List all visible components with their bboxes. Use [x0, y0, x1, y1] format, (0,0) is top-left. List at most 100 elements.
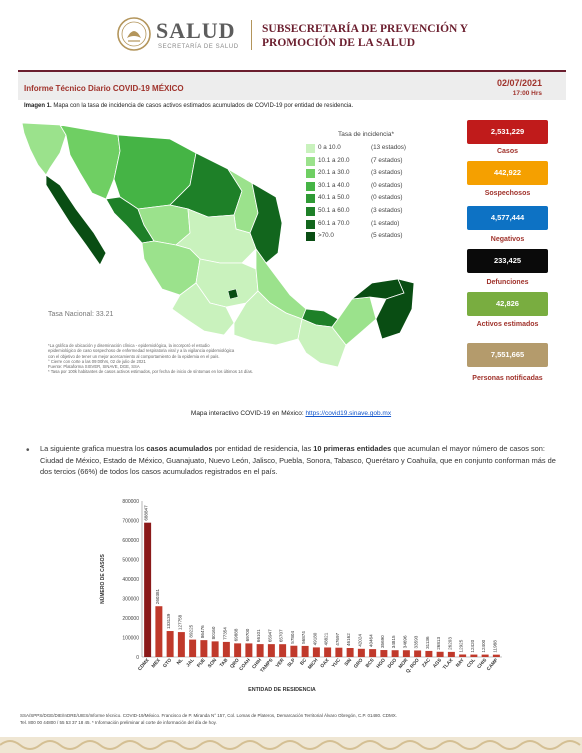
bar-value-label: 12420	[470, 639, 475, 652]
bar-value-label: 12925	[459, 639, 464, 652]
subsecretaria-title: SUBSECRETARÍA DE PREVENCIÓN Y PROMOCIÓN …	[262, 22, 542, 50]
bar-mor	[402, 650, 410, 657]
legend-swatch	[306, 232, 315, 242]
mexico-incidence-map	[21, 122, 415, 368]
footer-line-2: Tel. 800 00 44800 / 55 53 37 18 45. * In…	[20, 720, 217, 725]
bar-sin	[346, 647, 354, 657]
legend-range: 20.1 a 30.0	[318, 169, 350, 177]
salud-logo: SALUD SECRETARÍA DE SALUD	[116, 16, 246, 56]
subsecretaria-line-2: PROMOCIÓN DE LA SALUD	[262, 37, 416, 49]
legend-swatch	[306, 194, 315, 204]
bar-qroo	[414, 650, 422, 657]
legend-swatch	[306, 144, 315, 153]
x-tick-label: SLP	[286, 657, 297, 669]
y-tick-label: 300000	[122, 597, 139, 603]
header-divider	[251, 20, 252, 50]
legend-range: 40.1 a 50.0	[318, 194, 350, 202]
x-tick-label: TAB	[219, 657, 230, 669]
bar-value-label: 260381	[155, 588, 160, 604]
x-tick-label: MICH	[307, 657, 320, 671]
x-tick-label: SON	[207, 657, 219, 669]
bar-value-label: 26203	[447, 637, 452, 650]
x-tick-label: BC	[299, 657, 308, 667]
bar-value-label: 47697	[335, 632, 340, 645]
report-title-band	[18, 72, 566, 100]
bar-jal	[189, 639, 197, 657]
bar-nl	[177, 632, 185, 657]
x-tick-label: TAMPS	[259, 657, 275, 674]
legend-range: 10.1 a 20.0	[318, 156, 350, 164]
legend-row: >70.0 (5 estados)	[306, 231, 426, 244]
legend-swatch	[306, 156, 315, 166]
map-notes: *La gráfica de ubicación y diseminación …	[48, 343, 368, 375]
stat-casos-box: 2,531,229	[467, 120, 548, 144]
stat-activos-box: 42,826	[467, 292, 548, 316]
x-tick-label: BCS	[365, 657, 377, 669]
y-tick-label: 800000	[122, 499, 139, 505]
stat-activos-label: Activos estimados	[476, 321, 539, 328]
y-tick-label: 100000	[122, 636, 139, 642]
bar-mex	[155, 606, 163, 657]
x-axis-label: ENTIDAD DE RESIDENCIA	[248, 687, 316, 693]
legend-count: (3 estados)	[371, 169, 403, 177]
legend-count: (13 estados)	[371, 144, 407, 151]
para-text: La siguiente grafica muestra los	[40, 444, 147, 453]
bar-yuc	[335, 647, 343, 657]
report-time: 17:00 Hrs	[512, 90, 542, 97]
bar-value-label: 688847	[144, 505, 149, 521]
x-tick-label: JAL	[185, 657, 195, 668]
x-tick-label: COL	[466, 657, 477, 669]
map-state-tamps	[249, 182, 283, 264]
legend-range: 50.1 a 60.0	[318, 206, 350, 214]
legend-swatch	[306, 206, 315, 216]
x-tick-label: YUC	[331, 657, 342, 669]
bar-value-label: 33593	[414, 635, 419, 648]
y-tick-label: 500000	[122, 558, 139, 564]
footer-line-1: SSA/SPPS/DGE/DIE/InDRE/UIES/Informe técn…	[20, 713, 397, 718]
x-tick-label: CDMX	[137, 657, 151, 672]
x-tick-label: GTO	[162, 657, 173, 669]
stat-sospechosos-label: Sospechosos	[484, 190, 531, 197]
bar-value-label: 57804	[290, 631, 295, 644]
bar-nay	[459, 654, 467, 657]
bar-pue	[200, 640, 208, 657]
bar-value-label: 35690	[380, 635, 385, 648]
legend-count: (0 estados)	[371, 181, 403, 189]
bar-tlax	[447, 651, 455, 657]
y-tick-label: 400000	[122, 577, 139, 583]
x-tick-label: GRO	[353, 657, 365, 669]
legend-swatch	[306, 169, 315, 179]
summary-paragraph: La siguiente grafica muestra los casos a…	[40, 443, 562, 478]
map-state-qroo	[375, 278, 415, 340]
bar-tab	[222, 641, 230, 657]
bar-value-label: 69700	[245, 628, 250, 641]
x-tick-label: NAY	[455, 657, 466, 669]
legend-count: (1 estado)	[371, 219, 400, 227]
bar-value-label: 12400	[481, 639, 486, 652]
bar-value-label: 65947	[267, 629, 272, 642]
map-link[interactable]: https://covid19.sinave.gob.mx	[305, 410, 392, 417]
legend-row: 50.1 a 60.0 (3 estados)	[306, 206, 426, 219]
map-caption-label: Imagen 1.	[24, 103, 52, 109]
map-note: Fuente: Plataforma SISVER, SINAVE, DGE, …	[48, 364, 140, 370]
x-tick-label: COAH	[238, 657, 252, 672]
bar-value-label: 77354	[222, 627, 227, 640]
bar-value-label: 56874	[301, 631, 306, 644]
stat-defunciones-label: Defunciones	[486, 279, 529, 286]
bar-hgo	[380, 650, 388, 657]
bar-value-label: 49180	[312, 632, 317, 645]
bar-value-label: 34815	[391, 635, 396, 648]
map-state-mich-gro	[171, 282, 235, 336]
map-state-bcs	[45, 174, 107, 266]
stat-defunciones-box: 233,425	[467, 249, 548, 273]
x-tick-label: SIN	[343, 657, 353, 667]
bar-qro	[234, 643, 242, 657]
map-note: epidemiológico de caso sospechoso de enf…	[48, 348, 235, 354]
salud-wordmark: SALUD	[156, 18, 236, 43]
x-tick-label: QRO	[229, 657, 241, 669]
map-link-label: Mapa interactivo COVID-19 en México:	[190, 410, 306, 417]
x-tick-label: ZAC	[421, 657, 432, 669]
bar-value-label: 69888	[234, 628, 239, 641]
map-note: *La gráfica de ubicación y diseminación …	[48, 343, 210, 348]
stat-notificadas-box: 7,551,665	[467, 343, 548, 367]
